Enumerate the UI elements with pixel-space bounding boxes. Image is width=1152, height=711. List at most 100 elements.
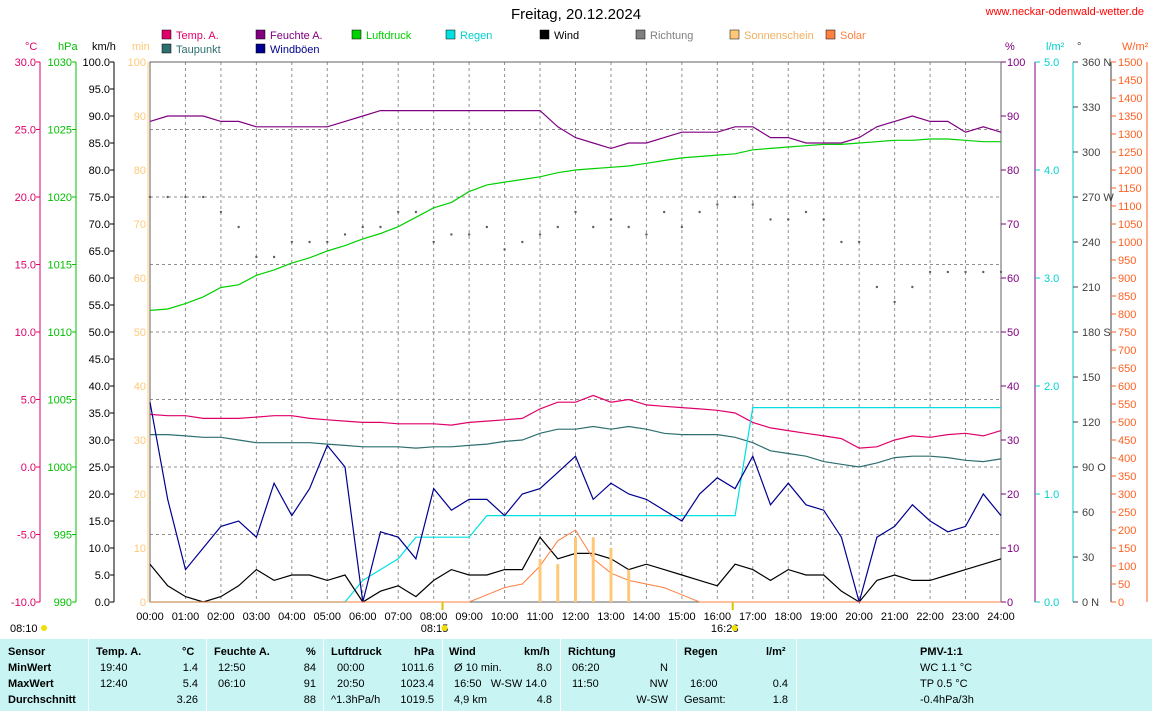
time-tick-label: 06:00	[349, 611, 377, 623]
series-temp-a-	[149, 394, 1002, 449]
legend-label: Sonnenschein	[744, 30, 814, 42]
dir-tick-label: 90 O	[1082, 462, 1106, 474]
rain-tick-label: 4.0	[1044, 165, 1059, 177]
direction-point	[662, 210, 666, 214]
press-tick-label: 1005	[48, 395, 72, 407]
dir-tick-label: 180 S	[1082, 327, 1111, 339]
row-min-d-val: N	[660, 662, 668, 674]
chart-title: Freitag, 20.12.2024	[510, 6, 642, 23]
axis-unit: km/h	[92, 41, 116, 53]
sun-tick-label: 80	[134, 165, 146, 177]
rain-tick-label: 5.0	[1044, 57, 1059, 69]
dir-tick-label: 210	[1082, 282, 1100, 294]
site-link[interactable]: www.neckar-odenwald-wetter.de	[985, 6, 1144, 18]
direction-point	[840, 240, 843, 244]
direction-point	[467, 233, 471, 236]
rain-tick-label: 1.0	[1044, 489, 1059, 501]
row-avg-w-time: 4,9 km	[454, 694, 488, 706]
hdr-press-unit: hPa	[414, 646, 435, 658]
sun-tick-label: 90	[134, 111, 146, 123]
rain-tick-label: 3.0	[1044, 273, 1059, 285]
direction-point	[698, 210, 701, 214]
time-tick-label: 19:00	[810, 611, 838, 623]
rain-tick-label: 0.0	[1044, 597, 1059, 609]
time-tick-label: 11:00	[527, 611, 554, 623]
solar-tick-label: 250	[1118, 507, 1136, 519]
solar-tick-label: 600	[1118, 381, 1136, 393]
direction-point	[787, 218, 790, 221]
solar-tick-label: 200	[1118, 525, 1136, 537]
row-max-h-time: 06:10	[218, 678, 246, 690]
hum-tick-label: 0	[1007, 597, 1013, 609]
temp-tick-label: 5.0	[21, 395, 36, 407]
row-avg-w-val: 4.8	[536, 694, 552, 706]
direction-point	[556, 225, 559, 229]
stats-table: Sensor Temp. A. °C Feuchte A. % Luftdruc…	[0, 639, 1152, 711]
dir-tick-label: 300	[1082, 147, 1100, 159]
row-max-d-time: 11:50	[572, 678, 599, 690]
time-tick-label: 03:00	[243, 611, 271, 623]
hdr-hum: Feuchte A.	[214, 646, 270, 658]
rain-tick-label: 2.0	[1044, 381, 1059, 393]
solar-tick-label: 550	[1118, 399, 1136, 411]
direction-point	[361, 225, 364, 229]
direction-point	[875, 285, 879, 289]
direction-point	[255, 255, 258, 259]
row-max-t-val: 5.4	[182, 678, 198, 690]
axis-unit: W/m²	[1122, 41, 1149, 53]
hum-tick-label: 10	[1007, 543, 1019, 555]
wind-tick-label: 80.0	[89, 165, 110, 177]
time-tick-label: 22:00	[916, 611, 944, 623]
time-tick-label: 09:00	[455, 611, 483, 623]
direction-point	[804, 210, 808, 214]
time-tick-label: 13:00	[597, 611, 625, 623]
row-max-p-val: 1023.4	[400, 678, 434, 690]
legend-label: Wind	[554, 30, 579, 42]
dir-tick-label: 0 N	[1082, 597, 1099, 609]
hdr-press: Luftdruck	[331, 646, 382, 658]
direction-point	[964, 270, 967, 274]
sunrise-label: 08:15	[421, 623, 449, 635]
sunset-icon	[731, 625, 738, 631]
direction-point	[237, 225, 240, 229]
solar-tick-label: 400	[1118, 453, 1136, 465]
left-time-label: 08:10	[10, 623, 38, 635]
wind-tick-label: 55.0	[89, 300, 110, 312]
dir-tick-label: 330	[1082, 102, 1100, 114]
direction-point	[166, 195, 169, 199]
solar-tick-label: 850	[1118, 291, 1136, 303]
time-tick-label: 21:00	[881, 611, 909, 623]
legend-label: Regen	[460, 30, 492, 42]
row-avg-h-val: 88	[303, 694, 316, 706]
solar-tick-label: 1050	[1118, 219, 1142, 231]
row-max-h-val: 91	[303, 678, 316, 690]
hdr-temp-unit: °C	[182, 646, 195, 658]
hum-tick-label: 50	[1007, 327, 1019, 339]
time-tick-label: 18:00	[774, 611, 802, 623]
direction-point	[343, 233, 347, 236]
hum-tick-label: 40	[1007, 381, 1019, 393]
wind-tick-label: 85.0	[89, 138, 110, 150]
direction-point	[485, 225, 489, 229]
series-solar	[150, 529, 1001, 603]
row-min-h-time: 12:50	[218, 662, 246, 674]
temp-tick-label: 15.0	[15, 260, 36, 272]
direction-point	[592, 225, 595, 229]
hdr-rain: Regen	[684, 646, 718, 658]
dir-tick-label: 30	[1082, 552, 1094, 564]
press-tick-label: 1030	[48, 57, 72, 69]
row-avg-r-val: 1.8	[772, 694, 788, 706]
direction-point	[148, 195, 152, 199]
direction-point	[272, 255, 276, 259]
legend-label: Luftdruck	[366, 30, 412, 42]
row-min-label: MinWert	[8, 662, 52, 674]
row-min-t-val: 1.4	[182, 662, 198, 674]
wind-tick-label: 70.0	[89, 219, 110, 231]
legend-label: Windböen	[270, 44, 320, 56]
direction-point	[450, 233, 453, 236]
wind-tick-label: 65.0	[89, 246, 110, 258]
wind-tick-label: 50.0	[89, 327, 110, 339]
wind-tick-label: 45.0	[89, 354, 110, 366]
hdr-hum-unit: %	[306, 646, 316, 658]
sunset-label: 16:26	[711, 623, 739, 635]
